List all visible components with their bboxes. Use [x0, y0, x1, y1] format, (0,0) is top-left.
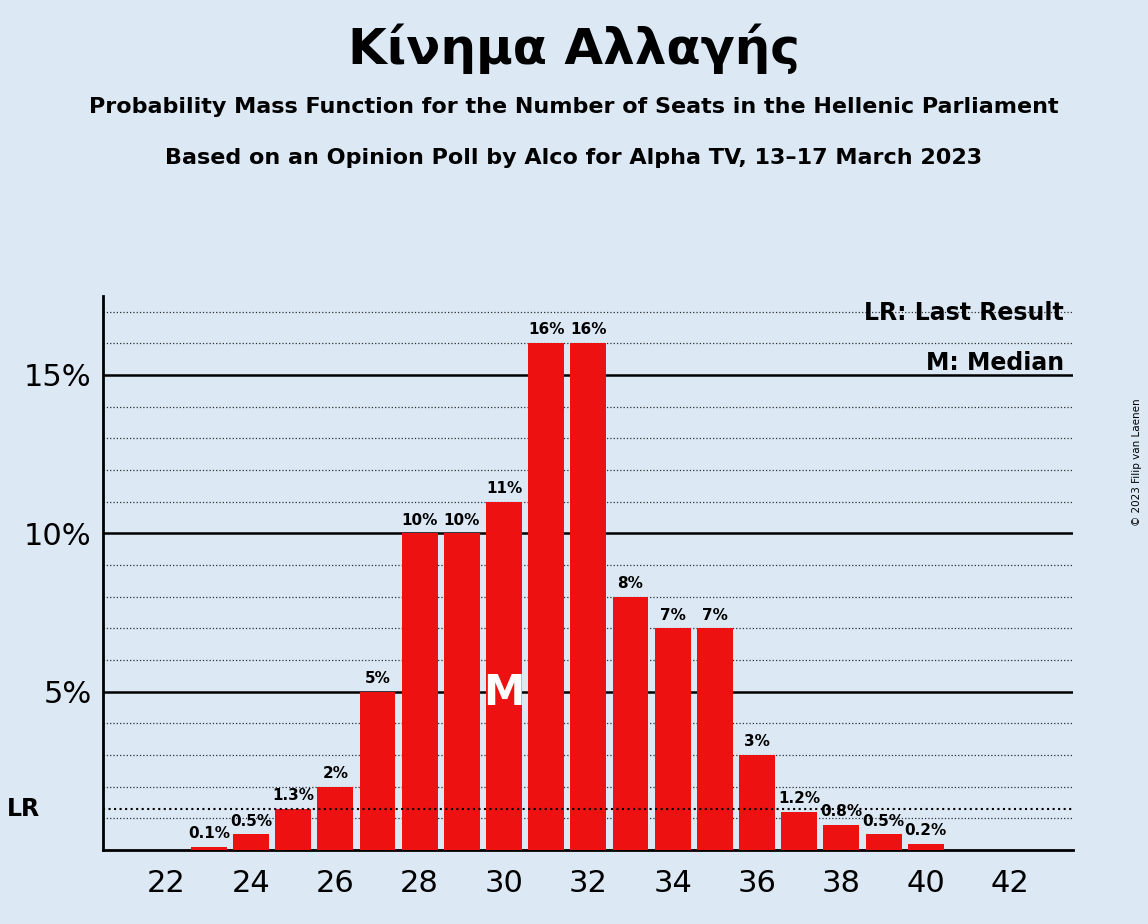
- Bar: [444, 533, 480, 850]
- Text: 10%: 10%: [402, 513, 437, 528]
- Text: LR: LR: [7, 796, 40, 821]
- Bar: [866, 834, 901, 850]
- Text: M: M: [483, 673, 525, 714]
- Text: 0.5%: 0.5%: [230, 813, 272, 829]
- Bar: [191, 847, 226, 850]
- Bar: [528, 343, 564, 850]
- Text: 0.8%: 0.8%: [821, 804, 862, 819]
- Text: Probability Mass Function for the Number of Seats in the Hellenic Parliament: Probability Mass Function for the Number…: [90, 97, 1058, 117]
- Text: 3%: 3%: [744, 735, 770, 749]
- Text: Κίνημα Αλλαγής: Κίνημα Αλλαγής: [348, 23, 800, 74]
- Bar: [739, 755, 775, 850]
- Text: LR: Last Result: LR: Last Result: [864, 301, 1064, 325]
- Text: 10%: 10%: [443, 513, 480, 528]
- Bar: [486, 502, 522, 850]
- Text: 16%: 16%: [571, 322, 606, 337]
- Bar: [276, 808, 311, 850]
- Text: 11%: 11%: [486, 480, 522, 496]
- Text: 1.3%: 1.3%: [272, 788, 315, 803]
- Text: 2%: 2%: [323, 766, 348, 781]
- Bar: [317, 786, 354, 850]
- Bar: [402, 533, 437, 850]
- Text: Based on an Opinion Poll by Alco for Alpha TV, 13–17 March 2023: Based on an Opinion Poll by Alco for Alp…: [165, 148, 983, 168]
- Text: 8%: 8%: [618, 576, 644, 591]
- Bar: [359, 692, 395, 850]
- Text: 7%: 7%: [660, 608, 685, 623]
- Bar: [782, 812, 817, 850]
- Bar: [571, 343, 606, 850]
- Bar: [697, 628, 732, 850]
- Text: 0.2%: 0.2%: [905, 823, 947, 838]
- Text: 5%: 5%: [365, 671, 390, 686]
- Bar: [908, 844, 944, 850]
- Bar: [613, 597, 649, 850]
- Bar: [823, 825, 860, 850]
- Text: © 2023 Filip van Laenen: © 2023 Filip van Laenen: [1132, 398, 1142, 526]
- Text: M: Median: M: Median: [925, 351, 1064, 375]
- Text: 1.2%: 1.2%: [778, 791, 821, 807]
- Text: 0.5%: 0.5%: [862, 813, 905, 829]
- Text: 16%: 16%: [528, 322, 565, 337]
- Text: 0.1%: 0.1%: [188, 826, 230, 841]
- Text: 7%: 7%: [701, 608, 728, 623]
- Bar: [233, 834, 269, 850]
- Bar: [654, 628, 691, 850]
